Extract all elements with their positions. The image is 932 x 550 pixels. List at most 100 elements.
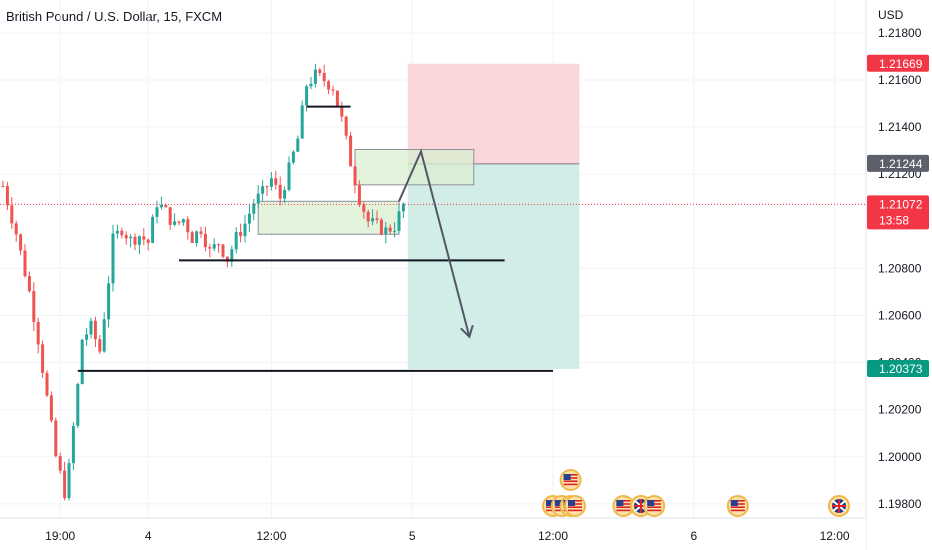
candle-body[interactable] — [283, 189, 287, 199]
candle-body[interactable] — [291, 151, 295, 163]
candle-body[interactable] — [208, 247, 212, 249]
candle-body[interactable] — [353, 166, 357, 186]
candle-body[interactable] — [203, 233, 207, 248]
candle-body[interactable] — [212, 244, 216, 249]
candle-body[interactable] — [19, 234, 23, 251]
candle-body[interactable] — [278, 184, 282, 199]
candle-body[interactable] — [190, 232, 194, 243]
candle-body[interactable] — [371, 218, 375, 222]
candle-body[interactable] — [221, 244, 225, 257]
candle-body[interactable] — [357, 185, 361, 205]
time-scale[interactable] — [0, 518, 866, 550]
candle-body[interactable] — [10, 205, 14, 224]
candle-body[interactable] — [305, 86, 309, 106]
candle-body[interactable] — [252, 203, 256, 214]
candle-body[interactable] — [27, 276, 31, 292]
candle-body[interactable] — [159, 204, 163, 208]
candle-body[interactable] — [58, 456, 62, 471]
candle-body[interactable] — [71, 425, 75, 464]
candle-body[interactable] — [340, 105, 344, 117]
candle-body[interactable] — [388, 227, 392, 232]
candle-body[interactable] — [331, 89, 335, 91]
candle-body[interactable] — [335, 90, 339, 106]
candle-body[interactable] — [195, 231, 199, 243]
candle-body[interactable] — [199, 231, 203, 234]
candle-body[interactable] — [269, 178, 273, 187]
candle-body[interactable] — [151, 216, 155, 243]
candle-body[interactable] — [124, 235, 128, 239]
candle-body[interactable] — [32, 291, 36, 322]
candle-body[interactable] — [375, 218, 379, 220]
candle-body[interactable] — [393, 230, 397, 232]
candle-body[interactable] — [54, 420, 58, 457]
candle-body[interactable] — [98, 339, 102, 352]
candle-body[interactable] — [137, 236, 141, 245]
candle-body[interactable] — [225, 256, 229, 262]
candle-body[interactable] — [300, 105, 304, 139]
y-tick-label: 1.21800 — [878, 26, 922, 40]
candle-body[interactable] — [63, 470, 67, 499]
candle-body[interactable] — [5, 186, 9, 206]
candle-body[interactable] — [349, 135, 353, 167]
candle-body[interactable] — [384, 227, 388, 235]
candle-body[interactable] — [230, 249, 234, 262]
candle-body[interactable] — [217, 244, 221, 246]
candle-body[interactable] — [168, 207, 172, 225]
candle-body[interactable] — [327, 81, 331, 90]
candle-body[interactable] — [155, 207, 159, 217]
candle-body[interactable] — [261, 186, 265, 194]
candle-body[interactable] — [234, 232, 238, 250]
candle-body[interactable] — [181, 219, 185, 223]
candle-body[interactable] — [80, 339, 84, 384]
candle-body[interactable] — [344, 116, 348, 136]
candle-body[interactable] — [164, 204, 168, 208]
candle-body[interactable] — [129, 236, 133, 239]
candle-body[interactable] — [173, 221, 177, 225]
candle-body[interactable] — [76, 383, 80, 426]
candle-body[interactable] — [1, 186, 5, 188]
candle-body[interactable] — [397, 211, 401, 231]
candle-body[interactable] — [115, 230, 119, 234]
stop-loss-zone[interactable] — [407, 63, 580, 164]
candle-body[interactable] — [45, 372, 49, 396]
candle-body[interactable] — [102, 319, 106, 352]
candle-body[interactable] — [67, 463, 71, 499]
zone-rectangle[interactable] — [257, 200, 400, 235]
candle-body[interactable] — [49, 395, 53, 421]
candle-body[interactable] — [243, 223, 247, 237]
candle-body[interactable] — [107, 283, 111, 320]
take-profit-zone[interactable] — [407, 163, 580, 369]
candle-body[interactable] — [93, 320, 97, 340]
candle-body[interactable] — [309, 83, 313, 87]
candle-body[interactable] — [23, 250, 27, 277]
candle-body[interactable] — [36, 321, 40, 345]
candle-body[interactable] — [287, 162, 291, 190]
candle-body[interactable] — [296, 138, 300, 152]
candle-body[interactable] — [247, 213, 251, 224]
candle-body[interactable] — [322, 73, 326, 82]
candle-body[interactable] — [85, 334, 89, 340]
candle-body[interactable] — [146, 239, 150, 243]
candle-body[interactable] — [401, 203, 405, 212]
candle-body[interactable] — [239, 232, 243, 237]
candle-body[interactable] — [318, 69, 322, 74]
candle-body[interactable] — [177, 221, 181, 223]
candle-body[interactable] — [274, 178, 278, 185]
candle-body[interactable] — [256, 193, 260, 204]
candle-body[interactable] — [186, 219, 190, 233]
candle-body[interactable] — [14, 223, 18, 235]
candle-body[interactable] — [265, 186, 269, 188]
candle-body[interactable] — [313, 69, 317, 84]
candle-body[interactable] — [120, 230, 124, 236]
projection-path[interactable] — [398, 148, 471, 337]
candle-body[interactable] — [379, 219, 383, 235]
candle-body[interactable] — [41, 344, 45, 373]
price-scale[interactable] — [866, 0, 932, 550]
candle-body[interactable] — [89, 320, 93, 335]
candle-body[interactable] — [133, 236, 137, 245]
candle-body[interactable] — [111, 233, 115, 284]
candle-body[interactable] — [366, 211, 370, 222]
candle-body[interactable] — [362, 204, 366, 212]
candle-body[interactable] — [142, 236, 146, 240]
